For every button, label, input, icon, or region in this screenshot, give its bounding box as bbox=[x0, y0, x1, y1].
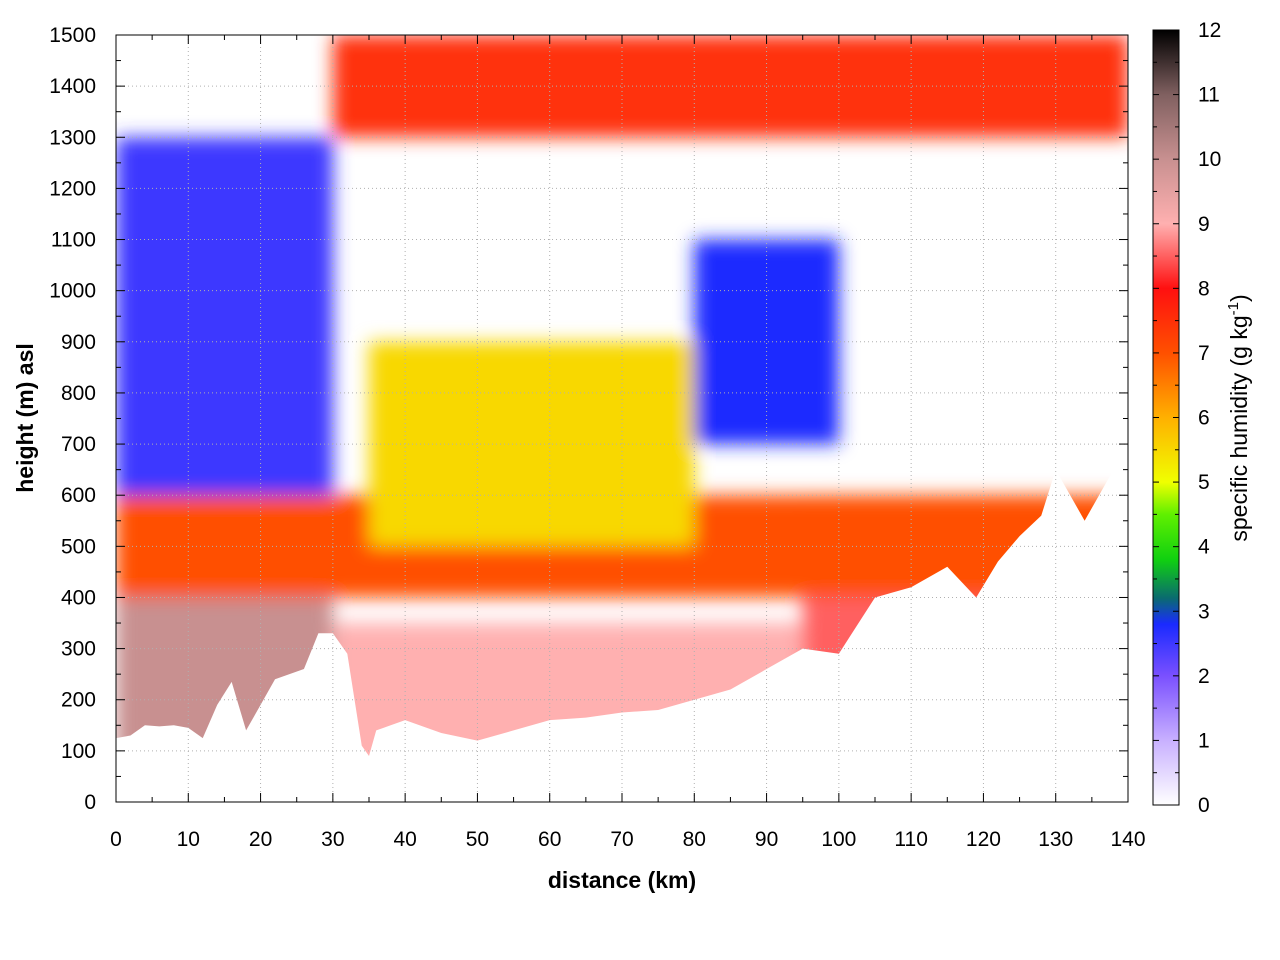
x-axis-ticks: 0 10 20 30 40 50 60 70 80 90 100 110 120 130 140 bbox=[110, 35, 1146, 851]
colorbar-tick-label: 2 bbox=[1198, 665, 1210, 688]
y-tick-label: 1500 bbox=[49, 24, 96, 47]
colorbar-tick-label: 3 bbox=[1198, 600, 1210, 623]
x-tick-label: 120 bbox=[966, 828, 1001, 851]
y-tick-label: 700 bbox=[61, 433, 96, 456]
x-tick-label: 70 bbox=[610, 828, 633, 851]
y-tick-label: 800 bbox=[61, 382, 96, 405]
colorbar-title: specific humidity (g kg-1) bbox=[1225, 294, 1252, 541]
y-tick-label: 1200 bbox=[49, 177, 96, 200]
y-tick-label: 1400 bbox=[49, 75, 96, 98]
humidity-layer bbox=[369, 341, 695, 547]
plot-area bbox=[116, 35, 1128, 802]
colorbar-tick-label: 7 bbox=[1198, 342, 1210, 365]
x-tick-label: 80 bbox=[683, 828, 706, 851]
y-tick-label: 1100 bbox=[51, 229, 96, 252]
x-tick-label: 140 bbox=[1110, 828, 1145, 851]
x-tick-label: 20 bbox=[249, 828, 272, 851]
y-tick-label: 0 bbox=[84, 791, 96, 814]
x-axis-title: distance (km) bbox=[548, 867, 696, 893]
y-tick-label: 600 bbox=[61, 484, 96, 507]
humidity-layer bbox=[116, 137, 333, 496]
y-tick-label: 1000 bbox=[49, 280, 96, 303]
x-tick-label: 60 bbox=[538, 828, 561, 851]
colorbar-tick-label: 10 bbox=[1198, 148, 1221, 171]
colorbar-title-sup: -1 bbox=[1225, 302, 1242, 315]
colorbar-tick-label: 11 bbox=[1198, 84, 1220, 107]
terrain-mask bbox=[116, 444, 1128, 802]
x-tick-label: 110 bbox=[894, 828, 927, 851]
y-tick-label: 1300 bbox=[49, 126, 96, 149]
y-tick-label: 500 bbox=[61, 535, 96, 558]
colorbar-title-end: ) bbox=[1226, 294, 1252, 302]
colorbar-tick-label: 5 bbox=[1198, 471, 1210, 494]
colorbar-tick-label: 6 bbox=[1198, 407, 1210, 430]
y-axis-title: height (m) asl bbox=[12, 343, 38, 493]
colorbar-tick-label: 1 bbox=[1198, 729, 1210, 752]
colorbar-tick-label: 12 bbox=[1198, 19, 1221, 42]
colorbar-tick-label: 8 bbox=[1198, 277, 1210, 300]
x-tick-label: 40 bbox=[393, 828, 416, 851]
y-tick-label: 200 bbox=[61, 689, 96, 712]
x-tick-label: 100 bbox=[821, 828, 856, 851]
x-tick-label: 30 bbox=[321, 828, 344, 851]
x-tick-label: 90 bbox=[755, 828, 778, 851]
y-tick-label: 100 bbox=[61, 740, 96, 763]
colorbar-tick-label: 0 bbox=[1198, 794, 1210, 817]
y-axis-ticks: 0 100 200 300 400 500 600 700 800 900 1000 1100 1200… bbox=[49, 24, 1128, 814]
x-tick-label: 130 bbox=[1038, 828, 1073, 851]
x-tick-label: 0 bbox=[110, 828, 122, 851]
x-tick-label: 50 bbox=[466, 828, 489, 851]
y-tick-label: 400 bbox=[61, 586, 96, 609]
y-tick-label: 900 bbox=[61, 331, 96, 354]
x-tick-label: 10 bbox=[177, 828, 200, 851]
humidity-layer bbox=[694, 239, 839, 445]
colorbar-tick-label: 9 bbox=[1198, 213, 1210, 236]
y-tick-label: 300 bbox=[61, 638, 96, 661]
colorbar-title-main: specific humidity (g kg bbox=[1226, 315, 1252, 541]
humidity-layer bbox=[332, 35, 1128, 138]
colorbar-tick-label: 4 bbox=[1198, 536, 1210, 559]
